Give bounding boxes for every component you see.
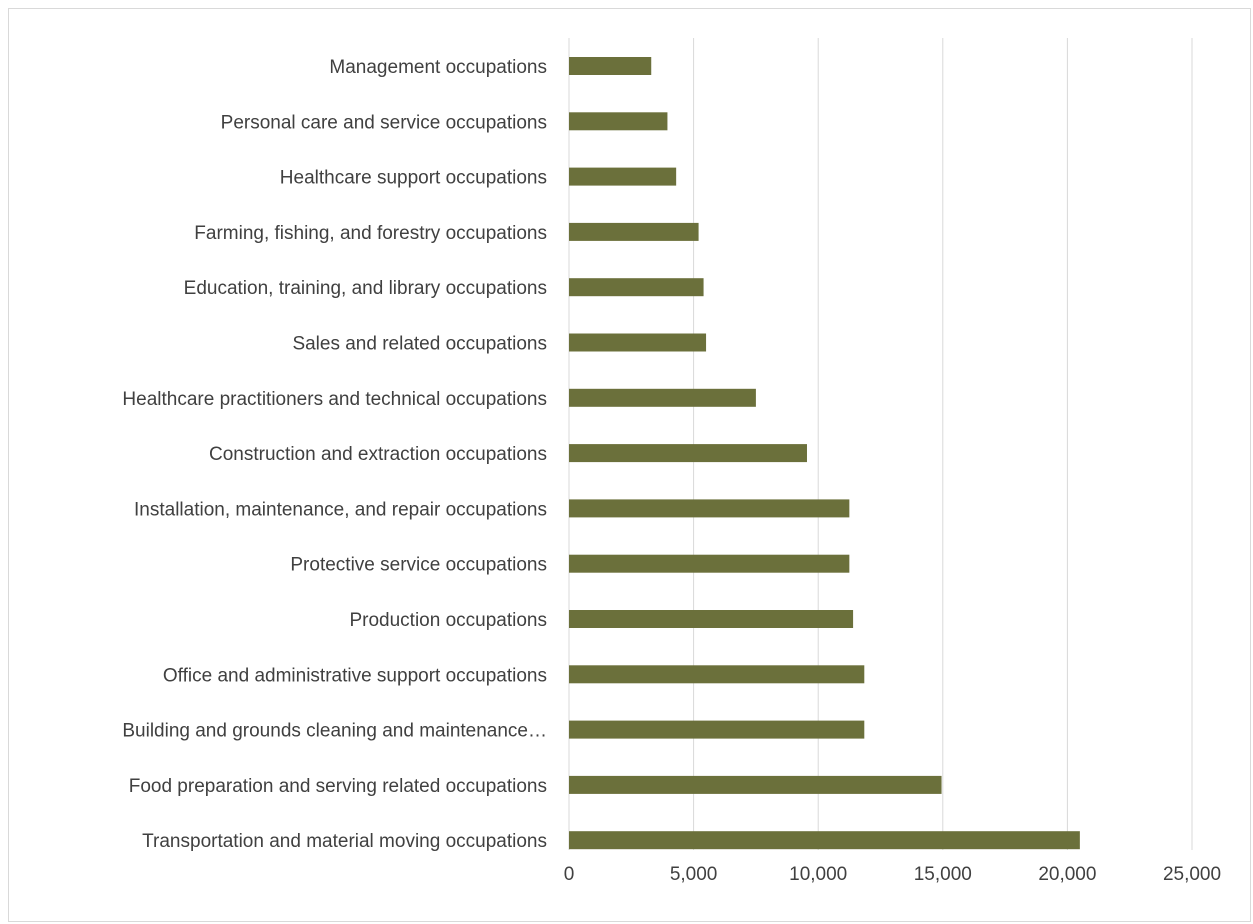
bar (569, 554, 850, 573)
chart-frame (8, 8, 1251, 922)
bar (569, 112, 668, 131)
x-tick-label: 20,000 (1038, 864, 1096, 885)
bar (569, 57, 652, 75)
bar (569, 831, 1080, 850)
bar (569, 610, 854, 628)
x-tick-label: 15,000 (914, 864, 972, 885)
bar (569, 222, 699, 241)
bar (569, 388, 756, 407)
category-label: Production occupations (349, 610, 547, 631)
bar (569, 720, 865, 739)
bar (569, 665, 865, 684)
category-label: Construction and extraction occupations (209, 444, 547, 465)
bar (569, 775, 942, 794)
x-tick-label: 10,000 (789, 864, 847, 885)
category-label: Installation, maintenance, and repair oc… (134, 499, 547, 520)
x-tick-label: 25,000 (1163, 864, 1221, 885)
category-label: Office and administrative support occupa… (163, 665, 547, 686)
category-label: Management occupations (329, 57, 547, 78)
category-label: Sales and related occupations (292, 334, 547, 355)
x-tick-label: 0 (564, 864, 575, 885)
category-label: Healthcare practitioners and technical o… (122, 389, 547, 410)
category-label: Food preparation and serving related occ… (129, 776, 547, 797)
category-label: Personal care and service occupations (221, 112, 547, 133)
category-labels: Management occupations Personal care and … (122, 57, 547, 852)
category-label: Education, training, and library occupat… (184, 278, 547, 299)
bars (569, 57, 1080, 850)
bar (569, 278, 704, 297)
category-label: Transportation and material moving occup… (142, 831, 547, 852)
bar (569, 333, 707, 352)
x-tick-label: 5,000 (670, 864, 718, 885)
x-tick-labels: 0 5,000 10,000 15,000 20,000 25,000 (564, 864, 1221, 885)
bar (569, 167, 677, 186)
category-label: Protective service occupations (290, 555, 547, 576)
bar (569, 499, 850, 518)
category-label: Healthcare support occupations (280, 168, 547, 189)
bar (569, 444, 807, 463)
category-label: Building and grounds cleaning and mainte… (122, 721, 547, 742)
category-label: Farming, fishing, and forestry occupatio… (194, 223, 547, 244)
